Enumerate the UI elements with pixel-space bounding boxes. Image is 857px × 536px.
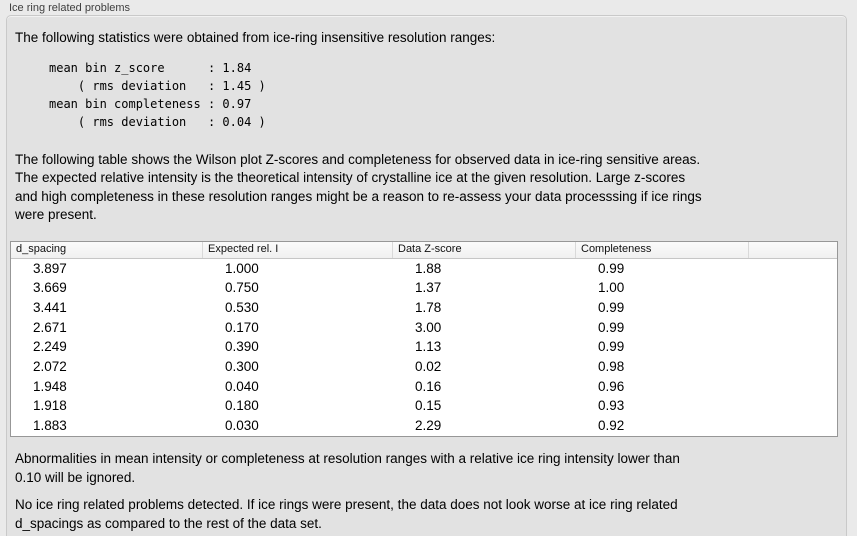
table-row[interactable]: 2.249 0.390 1.13 0.99 [11,337,837,357]
table-cell: 0.530 [225,299,259,315]
table-cell: 0.98 [598,358,625,374]
table-cell: 0.99 [598,339,625,355]
table-cell: 2.072 [33,358,67,374]
stats-block: mean bin z_score : 1.84 ( rms deviation … [49,60,266,129]
table-cell: 1.00 [598,280,625,296]
table-cell: 3.897 [33,260,67,276]
table-cell: 3.00 [415,319,442,335]
table-cell: 0.390 [225,339,259,355]
group-box-title: Ice ring related problems [9,2,131,14]
table-cell: 0.180 [225,398,259,414]
column-header-Expected rel. I[interactable]: Expected rel. I [203,241,393,258]
column-header-blank[interactable] [749,242,837,258]
table-cell: 0.15 [415,398,442,414]
table-row[interactable]: 1.918 0.180 0.15 0.93 [11,396,837,416]
table-row[interactable]: 2.671 0.170 3.00 0.99 [11,317,837,338]
table-row[interactable]: 3.669 0.750 1.37 1.00 [11,278,837,298]
table-cell: 1.883 [33,418,67,433]
table-cell: 0.99 [598,260,625,276]
table-row[interactable]: 3.897 1.000 1.88 0.99 [11,258,837,279]
table-cell: 0.170 [225,319,259,335]
table-cell: 0.030 [225,418,259,433]
table-cell: 0.040 [225,378,259,394]
table-row[interactable]: 2.072 0.300 0.02 0.98 [11,356,837,377]
result-note: No ice ring related problems detected. I… [15,496,678,531]
table-cell: 0.02 [415,358,442,374]
column-header-Data Z-score[interactable]: Data Z-score [393,241,576,258]
table-cell: 0.750 [225,280,259,296]
table-cell: 3.669 [33,280,67,296]
table-cell: 3.441 [33,299,67,315]
ignore-threshold-note: Abnormalities in mean intensity or compl… [15,450,680,485]
column-header-d_spacing[interactable]: d_spacing [11,241,203,258]
table-cell: 2.671 [33,319,67,335]
stats-intro-text: The following statistics were obtained f… [15,30,496,45]
table-cell: 1.37 [415,280,442,296]
column-header-Completeness[interactable]: Completeness [576,241,749,258]
ice-ring-table[interactable]: d_spacing Expected rel. I Data Z-score Comp… [10,240,838,437]
table-row[interactable]: 3.441 0.530 1.78 0.99 [11,297,837,318]
table-cell: 0.96 [598,378,625,394]
table-cell: 1.13 [415,339,442,355]
table-header-row: d_spacing Expected rel. I Data Z-score Comp… [11,241,837,259]
group-box: The following statistics were obtained f… [6,15,847,536]
table-cell: 0.300 [225,358,259,374]
table-row[interactable]: 1.883 0.030 2.29 0.92 [11,416,837,436]
table-cell: 1.948 [33,378,67,394]
table-cell: 0.99 [598,299,625,315]
table-cell: 1.78 [415,299,442,315]
table-cell: 1.918 [33,398,67,414]
table-cell: 1.000 [225,260,259,276]
table-intro-text: The following table shows the Wilson plo… [15,151,702,223]
table-cell: 2.29 [415,418,442,433]
table-cell: 1.88 [415,260,442,276]
table-cell: 0.93 [598,398,625,414]
table-cell: 0.99 [598,319,625,335]
table-body: 3.897 1.000 1.88 0.99 3.669 0.750 1.37 1.00 3.44… [11,258,837,436]
table-cell: 0.16 [415,378,442,394]
table-row[interactable]: 1.948 0.040 0.16 0.96 [11,376,837,397]
table-cell: 0.92 [598,418,625,433]
table-cell: 2.249 [33,339,67,355]
